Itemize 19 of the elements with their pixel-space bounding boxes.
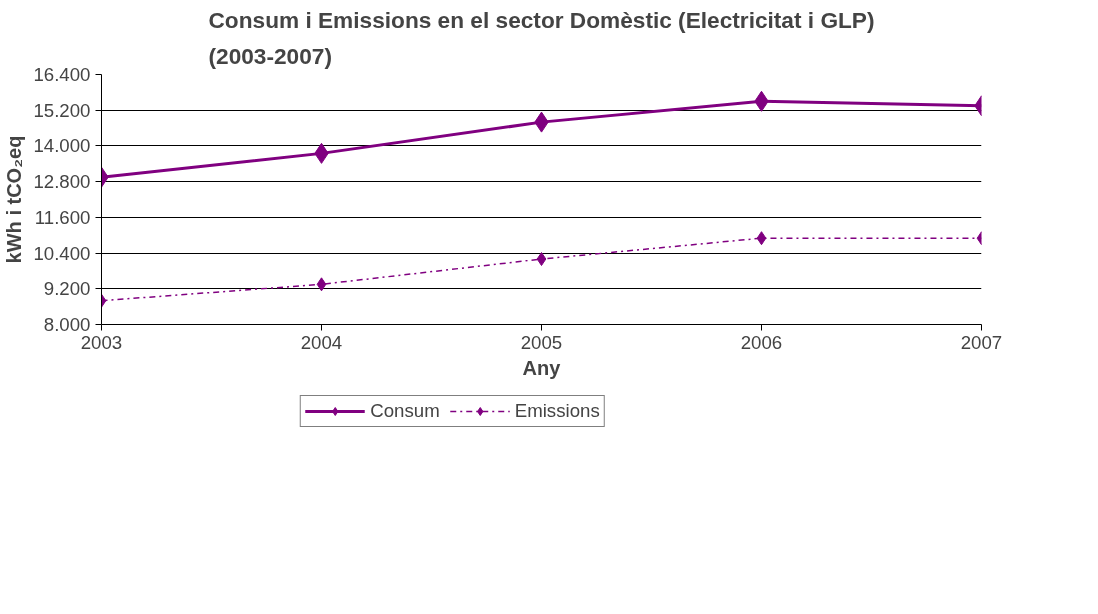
point <box>536 252 547 267</box>
legend-label: Emissions <box>514 400 600 422</box>
legend-label: Consum <box>370 400 440 422</box>
x-tick-label: 2006 <box>740 331 783 353</box>
point <box>316 277 327 292</box>
x-tick-label: 2004 <box>300 331 343 353</box>
y-tick-label: 11.600 <box>34 206 91 228</box>
point <box>756 231 767 246</box>
y-tick-label: 15.200 <box>33 99 91 121</box>
x-tick-label: 2005 <box>520 331 563 353</box>
y-tick-label: 10.400 <box>33 242 91 264</box>
y-tick-label: 12.800 <box>33 171 91 193</box>
y-tick-label: 9.200 <box>43 278 91 300</box>
x-axis-title: Any <box>522 356 562 379</box>
y-axis-title: kWh i tCO₂eq <box>3 135 26 264</box>
y-tick-label: 14.000 <box>33 135 91 157</box>
x-tick-label: 2007 <box>960 331 1003 353</box>
y-tick-label: 16.400 <box>33 64 91 85</box>
chart-title: Consum i Emissions en el sector Domèstic (Electricitat i GLP) (2003-2007) <box>208 7 875 70</box>
